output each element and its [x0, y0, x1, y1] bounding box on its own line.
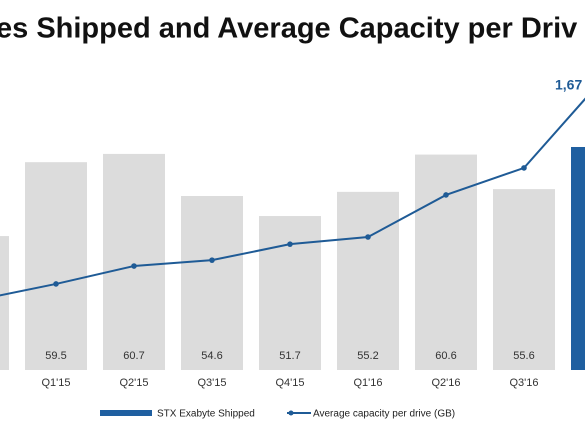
- bar: [259, 216, 321, 370]
- x-tick-label: Q2'15: [119, 377, 148, 389]
- value-label: 60.7: [123, 350, 144, 362]
- line-point: [131, 263, 137, 269]
- bar: [0, 236, 9, 370]
- legend-label: Average capacity per drive (GB): [313, 409, 455, 420]
- bar: [571, 146, 585, 370]
- line-point: [287, 241, 293, 247]
- bar: [181, 196, 243, 370]
- bar: [25, 162, 87, 370]
- value-label: 54.6: [201, 350, 222, 362]
- x-tick-label: Q1'15: [41, 377, 70, 389]
- line-point: [365, 234, 371, 240]
- bar: [103, 153, 165, 370]
- line-point: [209, 257, 215, 263]
- bar: [337, 191, 399, 370]
- line-point: [53, 281, 59, 287]
- x-tick-label: Q3'16: [509, 377, 538, 389]
- x-tick-label: Q1'16: [353, 377, 382, 389]
- chart-title: es Shipped and Average Capacity per Driv: [0, 13, 577, 45]
- legend-label: STX Exabyte Shipped: [157, 409, 255, 420]
- x-tick-label: Q2'16: [431, 377, 460, 389]
- value-label: 59.5: [45, 350, 66, 362]
- value-label: 60.6: [435, 350, 456, 362]
- line-point: [521, 165, 527, 171]
- value-label: 55.6: [513, 350, 534, 362]
- x-tick-label: Q4'15: [275, 377, 304, 389]
- value-label: 55.2: [357, 350, 378, 362]
- x-tick-label: Q3'15: [197, 377, 226, 389]
- bar: [415, 154, 477, 370]
- annotation: 1,67: [555, 77, 582, 93]
- value-label: 51.7: [279, 350, 300, 362]
- legend-swatch: [288, 410, 294, 416]
- bar: [493, 189, 555, 370]
- legend-swatch: [100, 410, 152, 416]
- line-point: [443, 192, 449, 198]
